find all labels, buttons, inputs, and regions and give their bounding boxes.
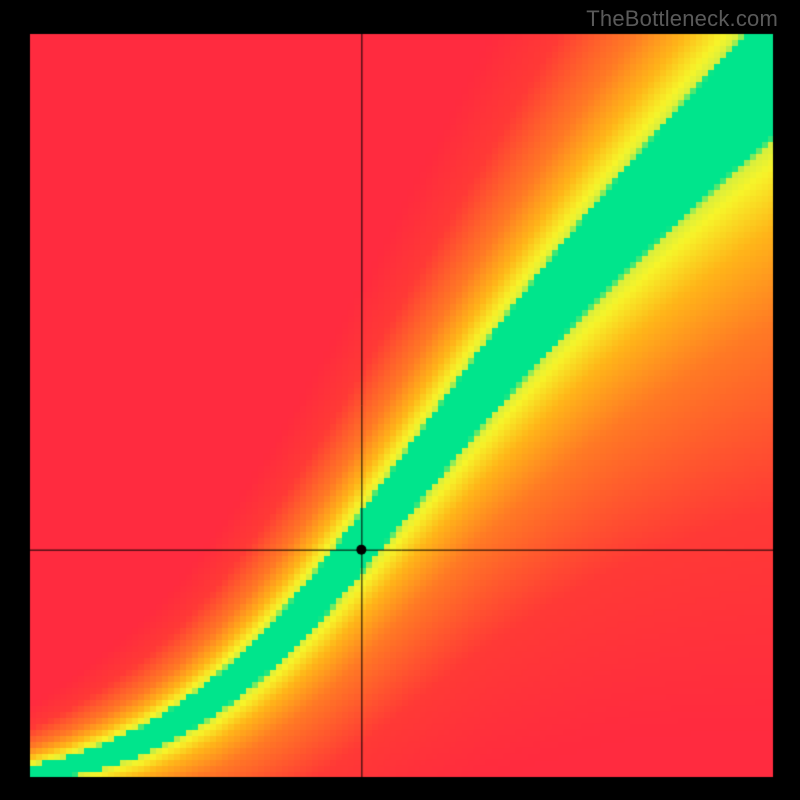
chart-container: TheBottleneck.com <box>0 0 800 800</box>
bottleneck-heatmap <box>0 0 800 800</box>
watermark-text: TheBottleneck.com <box>586 6 778 32</box>
